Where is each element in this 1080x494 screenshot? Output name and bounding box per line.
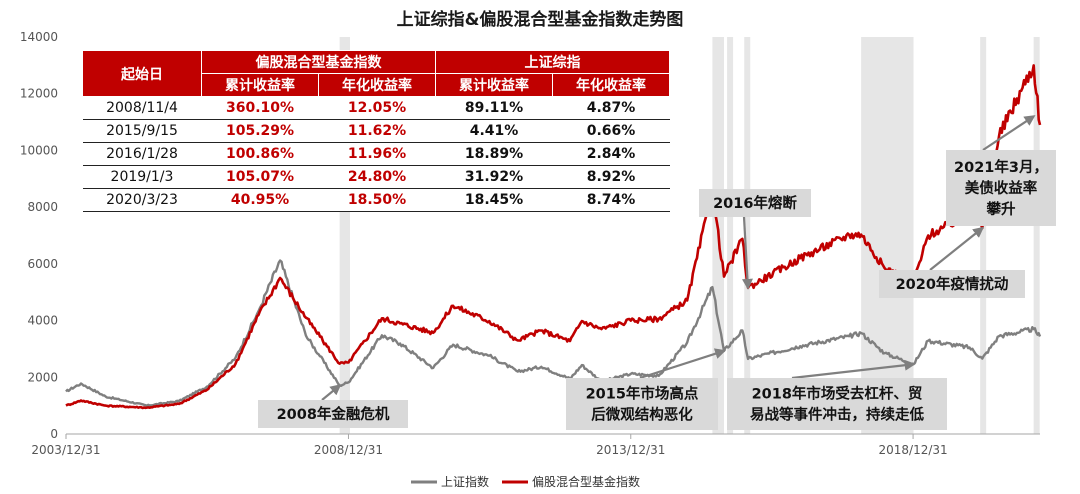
sh-ann: 4.87% (552, 96, 670, 120)
fund-cum: 100.86% (201, 142, 319, 166)
annotation-crisis: 2008年金融危机 (258, 384, 408, 428)
annotation-text: 2021年3月， (954, 158, 1048, 176)
fund-ann: 11.96% (318, 142, 436, 166)
annotation-covid2020: 2020年疫情扰动 (879, 226, 1025, 298)
fund-cum: 105.29% (201, 119, 319, 143)
annotation-arrow (639, 348, 727, 380)
fund-cum: 105.07% (201, 165, 319, 189)
fund-ann-header: 年化收益率 (318, 73, 436, 97)
fund-cum-header: 累计收益率 (201, 73, 319, 97)
annotation-text: 2018年市场受去杠杆、贸 (752, 385, 923, 403)
x-tick-label: 2013/12/31 (596, 443, 665, 457)
legend-label: 上证指数 (441, 474, 489, 489)
x-tick-label: 2008/12/31 (314, 443, 383, 457)
y-tick-label: 4000 (27, 314, 58, 328)
table-row: 2020/3/23 40.95% 18.50% 18.45% 8.74% (82, 188, 670, 212)
returns-table: 起始日 偏股混合型基金指数 上证综指 累计收益率 年化收益率 累计收益率 年化收… (82, 50, 670, 212)
start-date: 2015/9/15 (82, 119, 202, 143)
annotation-text: 2015年市场高点 (586, 385, 699, 403)
annotation-text: 2020年疫情扰动 (896, 275, 1009, 293)
annotation-text: 易战等事件冲击，持续走低 (750, 406, 924, 424)
y-tick-label: 0 (50, 427, 58, 441)
fund-index-header: 偏股混合型基金指数 (201, 50, 436, 74)
y-tick-label: 10000 (20, 143, 58, 157)
annotation-text: 后微观结构恶化 (591, 406, 693, 424)
start-date-header: 起始日 (82, 50, 202, 97)
annotation-text: 美债收益率 (965, 179, 1038, 197)
fund-ann: 24.80% (318, 165, 436, 189)
y-axis: 0 2000 4000 6000 8000 10000 12000 14000 (20, 30, 58, 441)
annotation-text: 2016年熔断 (713, 194, 797, 212)
table-row: 2019/1/3 105.07% 24.80% 31.92% 8.92% (82, 165, 670, 189)
shaded-period (1033, 37, 1040, 434)
annotation-arrow (741, 216, 753, 290)
annotation-box (879, 270, 1025, 298)
sh-ann: 8.92% (552, 165, 670, 189)
start-date: 2020/3/23 (82, 188, 202, 212)
annotation-text: 攀升 (986, 200, 1016, 218)
sh-ann: 8.74% (552, 188, 670, 212)
shaded-period (861, 37, 914, 434)
series-lines (65, 64, 1042, 410)
shaded-period (980, 37, 987, 434)
start-date: 2016/1/28 (82, 142, 202, 166)
annotation-text: 2008年金融危机 (277, 405, 390, 423)
sh-cum: 18.45% (435, 188, 553, 212)
series-line-fund (65, 64, 1042, 410)
fund-ann: 18.50% (318, 188, 436, 212)
sh-ann: 2.84% (552, 142, 670, 166)
table-row: 2016/1/28 100.86% 11.96% 18.89% 2.84% (82, 142, 670, 166)
sh-ann-header: 年化收益率 (552, 73, 670, 97)
annotation-box (946, 150, 1056, 226)
x-tick-label: 2003/12/31 (31, 443, 100, 457)
x-tick-label: 2018/12/31 (878, 443, 947, 457)
table-row: 2015/9/15 105.29% 11.62% 4.41% 0.66% (82, 119, 670, 143)
fund-ann: 11.62% (318, 119, 436, 143)
annotation-box (258, 400, 408, 428)
sh-cum-header: 累计收益率 (435, 73, 553, 97)
fund-cum: 360.10% (201, 96, 319, 120)
shaded-period (727, 37, 734, 434)
annotation-box (699, 189, 811, 217)
sh-cum: 18.89% (435, 142, 553, 166)
sh-cum: 4.41% (435, 119, 553, 143)
annotation-arrow (929, 226, 985, 271)
y-tick-label: 6000 (27, 257, 58, 271)
start-date: 2008/11/4 (82, 96, 202, 120)
legend: 上证指数 偏股混合型基金指数 (411, 474, 640, 489)
chart-title: 上证综指&偏股混合型基金指数走势图 (397, 9, 684, 30)
sh-ann: 0.66% (552, 119, 670, 143)
y-tick-label: 14000 (20, 30, 58, 44)
y-tick-label: 12000 (20, 87, 58, 101)
annotation-box (566, 378, 718, 430)
sh-cum: 89.11% (435, 96, 553, 120)
annotation-meltdown2016: 2016年熔断 (699, 189, 811, 290)
annotation-arrow (791, 359, 916, 380)
shaded-period (339, 37, 351, 434)
annotation-arrow (321, 384, 342, 401)
start-date: 2019/1/3 (82, 165, 202, 189)
y-tick-label: 2000 (27, 370, 58, 384)
annotation-box (727, 378, 947, 430)
x-axis: 2003/12/31 2008/12/31 2013/12/31 2018/12/31 (31, 433, 1040, 457)
shanghai-index-header: 上证综指 (435, 50, 670, 74)
fund-cum: 40.95% (201, 188, 319, 212)
series-line-shanghai (65, 259, 1042, 407)
annotation-arrow (982, 115, 1036, 151)
sh-cum: 31.92% (435, 165, 553, 189)
fund-ann: 12.05% (318, 96, 436, 120)
table-row: 2008/11/4 360.10% 12.05% 89.11% 4.87% (82, 96, 670, 120)
y-tick-label: 8000 (27, 200, 58, 214)
legend-label: 偏股混合型基金指数 (532, 474, 640, 489)
shaded-period (744, 37, 751, 434)
